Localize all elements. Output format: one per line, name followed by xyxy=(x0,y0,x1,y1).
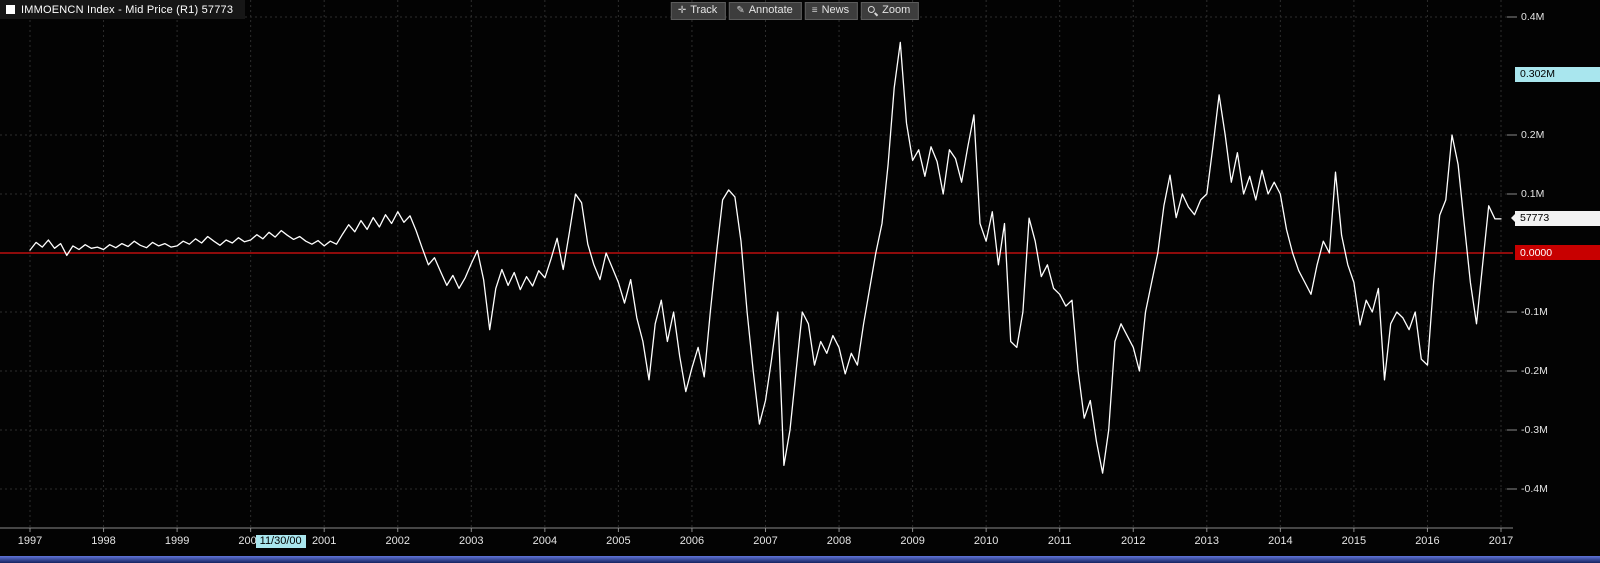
legend: IMMOENCN Index - Mid Price (R1) 57773 xyxy=(0,0,246,19)
x-axis-year-label: 2002 xyxy=(385,535,410,547)
x-axis-year-label: 2016 xyxy=(1415,535,1440,547)
track-button[interactable]: ✛ Track xyxy=(670,2,727,20)
tracked-value-marker[interactable]: 0.302M xyxy=(1515,66,1600,82)
x-axis-year-label: 2017 xyxy=(1488,535,1514,547)
track-date-marker[interactable]: 11/30/00 xyxy=(255,535,306,548)
x-axis-year-label: 1999 xyxy=(164,535,190,547)
news-button-label: News xyxy=(821,4,850,16)
annotate-button[interactable]: ✎ Annotate xyxy=(729,2,802,20)
track-button-label: Track xyxy=(690,4,718,16)
track-crosshair-icon: ✛ xyxy=(677,5,687,16)
y-axis-label: -0.4M xyxy=(1521,483,1548,495)
x-axis-year-label: 2008 xyxy=(826,535,852,547)
x-axis-year-label: 1998 xyxy=(91,535,116,547)
x-axis-year-label: 2013 xyxy=(1194,535,1220,547)
x-axis-year-label: 2015 xyxy=(1341,535,1367,547)
series-swatch-icon xyxy=(6,5,15,14)
x-axis-year-label: 2007 xyxy=(753,535,778,547)
legend-text: IMMOENCN Index - Mid Price (R1) 57773 xyxy=(21,3,234,16)
zoom-button-label: Zoom xyxy=(882,4,911,16)
x-axis-year-label: 2001 xyxy=(311,535,337,547)
zoom-button[interactable]: Zoom xyxy=(861,2,920,20)
x-axis-year-label: 2012 xyxy=(1121,535,1146,547)
news-list-icon: ≡ xyxy=(811,5,818,16)
bottom-divider-bar xyxy=(0,556,1600,563)
x-axis-year-label: 2005 xyxy=(606,535,631,547)
x-axis-year-label: 1997 xyxy=(17,535,43,547)
x-axis-year-label: 2004 xyxy=(532,535,558,547)
annotate-button-label: Annotate xyxy=(748,4,793,16)
y-axis-label: -0.2M xyxy=(1521,365,1548,377)
x-axis-year-label: 2014 xyxy=(1268,535,1293,547)
x-axis-year-label: 2009 xyxy=(900,535,925,547)
news-button[interactable]: ≡ News xyxy=(804,2,859,20)
magnifier-icon xyxy=(868,5,878,16)
chart-toolbar: ✛ Track ✎ Annotate ≡ News Zoom xyxy=(670,2,920,20)
pencil-icon: ✎ xyxy=(736,5,745,16)
y-axis-label: 0.2M xyxy=(1521,129,1545,141)
x-axis-year-label: 2011 xyxy=(1047,535,1072,547)
y-axis-label: 0.4M xyxy=(1521,11,1545,23)
y-axis-label: -0.1M xyxy=(1521,306,1548,318)
x-axis-year-label: 2006 xyxy=(679,535,705,547)
x-axis-year-label: 2010 xyxy=(973,535,999,547)
y-axis-label: 0.1M xyxy=(1521,188,1545,200)
y-axis-label: -0.3M xyxy=(1521,424,1548,436)
last-price-marker: 57773 xyxy=(1511,210,1600,226)
x-axis-year-label: 2003 xyxy=(459,535,484,547)
zero-line-marker: 0.0000 xyxy=(1515,245,1600,260)
